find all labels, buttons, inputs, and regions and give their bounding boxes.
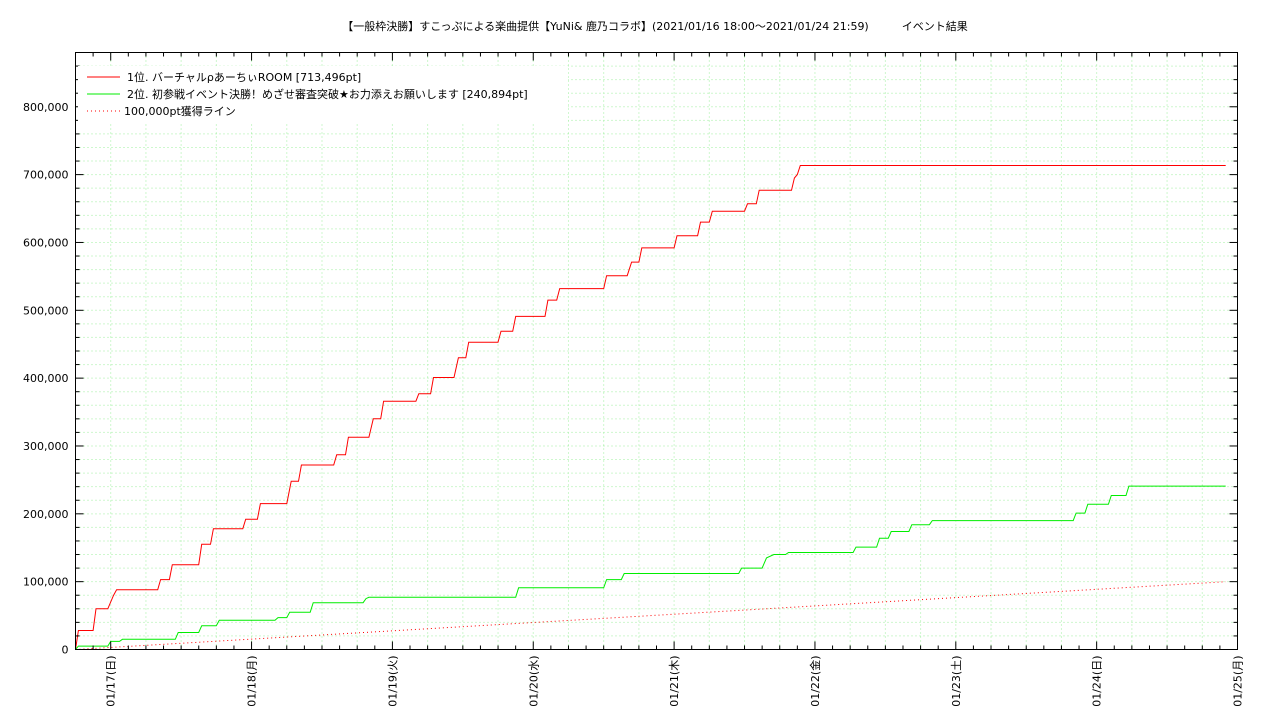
x-tick-label: 01/17(日) bbox=[105, 656, 118, 707]
legend: 1位. バーチャルρあーちぃROOM [713,496pt] 2位. 初参戦イベ… bbox=[78, 66, 568, 122]
y-tick-label: 500,000 bbox=[23, 304, 69, 317]
y-tick-label: 600,000 bbox=[23, 236, 69, 249]
series-line-1 bbox=[75, 485, 1226, 650]
x-tick-label: 01/18(月) bbox=[246, 656, 259, 707]
x-tick-label: 01/21(木) bbox=[668, 656, 681, 707]
legend-label-1: 2位. 初参戦イベント決勝！めざせ審査突破★お力添えお願いします [240,89… bbox=[127, 87, 528, 101]
axes-ticks: 01/17(日) 01/18(月) 01/19(火) 01/20(水) 01/21(木)… bbox=[23, 52, 1245, 707]
grid bbox=[75, 52, 1238, 650]
series-layer bbox=[75, 165, 1226, 650]
series-line-2 bbox=[75, 581, 1226, 650]
x-tick-label: 01/24(日) bbox=[1091, 656, 1104, 707]
y-tick-label: 0 bbox=[62, 644, 69, 657]
x-tick-label: 01/22(金) bbox=[808, 656, 822, 707]
x-tick-label: 01/20(水) bbox=[527, 656, 540, 707]
y-tick-label: 100,000 bbox=[23, 576, 69, 589]
y-tick-label: 200,000 bbox=[23, 508, 69, 521]
y-tick-label: 800,000 bbox=[23, 101, 69, 114]
legend-label-0: 1位. バーチャルρあーちぃROOM [713,496pt] bbox=[127, 70, 361, 84]
y-tick-label: 300,000 bbox=[23, 440, 69, 453]
x-tick-label: 01/23(土) bbox=[950, 656, 963, 707]
x-tick-label: 01/19(火) bbox=[386, 656, 399, 707]
series-line-0 bbox=[75, 165, 1226, 650]
y-tick-label: 400,000 bbox=[23, 372, 69, 385]
y-tick-label: 700,000 bbox=[23, 169, 69, 182]
x-tick-label: 01/25(月) bbox=[1232, 656, 1245, 707]
legend-background bbox=[78, 66, 568, 122]
chart-title: 【一般枠決勝】すこっぷによる楽曲提供【YuNi& 鹿乃コラボ】(2021/01/… bbox=[342, 19, 967, 33]
legend-label-2: 100,000pt獲得ライン bbox=[124, 105, 236, 118]
